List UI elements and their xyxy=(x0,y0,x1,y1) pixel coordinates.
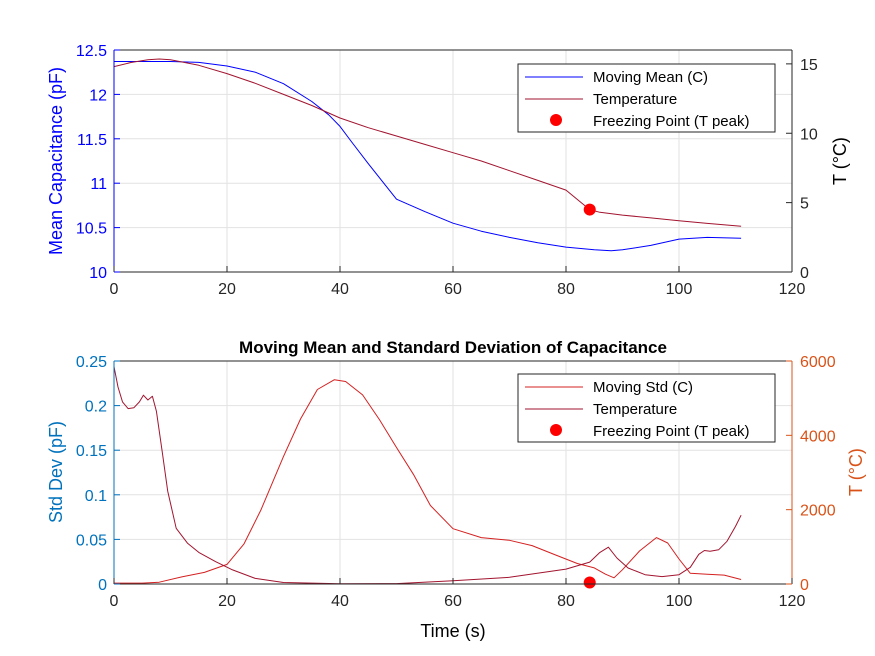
top-freezing-point-marker xyxy=(583,203,596,216)
bottom-left-tick-label: 0.2 xyxy=(85,399,107,416)
top-left-tick-label: 12 xyxy=(89,87,107,104)
top-legend-mean-label: Moving Mean (C) xyxy=(593,69,708,86)
top-right-tick-label: 10 xyxy=(800,126,818,143)
bottom-left-tick-label: 0.05 xyxy=(76,532,107,549)
top-right-axis-label: T (°C) xyxy=(830,137,850,185)
bottom-x-tick-label: 100 xyxy=(666,593,693,610)
top-legend-freezing-label: Freezing Point (T peak) xyxy=(593,113,749,130)
bottom-x-axis-label: Time (s) xyxy=(420,621,485,641)
top-right-tick-label: 15 xyxy=(800,57,818,74)
bottom-left-tick-label: 0.1 xyxy=(85,488,107,505)
top-x-tick-label: 100 xyxy=(666,281,693,298)
bottom-x-tick-label: 120 xyxy=(779,593,806,610)
top-moving-mean-c-line xyxy=(114,61,742,252)
top-series-layer xyxy=(113,58,742,252)
bottom-x-tick-label: 60 xyxy=(444,593,462,610)
bottom-left-axis-label: Std Dev (pF) xyxy=(46,421,66,523)
top-legend-freezing-marker xyxy=(550,114,562,126)
bottom-ticks: 0 20 40 60 80 100 12000.050.10.150.20.25020004… xyxy=(76,354,836,610)
top-x-tick-label: 80 xyxy=(557,281,575,298)
bottom-right-axis-label: T (°C) xyxy=(846,448,866,496)
bottom-legend-freezing-label: Freezing Point (T peak) xyxy=(593,423,749,440)
bottom-x-tick-label: 20 xyxy=(218,593,236,610)
top-left-axis-label: Mean Capacitance (pF) xyxy=(46,67,66,255)
bottom-chart-title: Moving Mean and Standard Deviation of Ca… xyxy=(239,338,667,357)
bottom-x-tick-label: 80 xyxy=(557,593,575,610)
top-x-tick-label: 0 xyxy=(110,281,119,298)
bottom-freezing-point-marker xyxy=(583,576,596,589)
bottom-x-tick-label: 40 xyxy=(331,593,349,610)
bottom-left-tick-label: 0.25 xyxy=(76,354,107,371)
bottom-right-tick-label: 6000 xyxy=(800,354,836,371)
bottom-left-tick-label: 0.15 xyxy=(76,443,107,460)
top-x-tick-label: 20 xyxy=(218,281,236,298)
bottom-legend-freezing-marker xyxy=(550,424,562,436)
top-left-tick-label: 11.5 xyxy=(77,132,107,149)
bottom-chart: Moving Mean and Standard Deviation of Ca… xyxy=(46,338,866,641)
bottom-moving-std-c-line xyxy=(114,379,742,584)
top-legend: Moving Mean (C) Temperature Freezing Poi… xyxy=(517,63,776,133)
bottom-right-tick-label: 4000 xyxy=(800,428,836,445)
bottom-legend: Moving Std (C) Temperature Freezing Poin… xyxy=(517,373,776,443)
top-right-tick-label: 0 xyxy=(800,265,809,282)
top-x-tick-label: 60 xyxy=(444,281,462,298)
top-ticks: 0 20 40 60 80 100 120 10 10.5 11 11.5 12 12.5 0 5 10 15 xyxy=(76,43,818,298)
bottom-x-tick-label: 0 xyxy=(110,593,119,610)
bottom-right-tick-label: 0 xyxy=(800,577,809,594)
top-legend-temperature-label: Temperature xyxy=(593,91,677,108)
top-left-tick-label: 10.5 xyxy=(76,221,107,238)
top-temperature-line xyxy=(113,58,742,227)
bottom-legend-std-label: Moving Std (C) xyxy=(593,379,693,396)
bottom-right-tick-label: 2000 xyxy=(800,503,836,520)
top-left-tick-label: 10 xyxy=(89,265,107,282)
top-left-tick-label: 11 xyxy=(90,176,107,193)
bottom-legend-temperature-label: Temperature xyxy=(593,401,677,418)
bottom-left-tick-label: 0 xyxy=(98,577,107,594)
top-chart: 0 20 40 60 80 100 1201010.51111.51212.5051015 … xyxy=(46,43,850,298)
top-x-tick-label: 40 xyxy=(331,281,349,298)
top-x-tick-label: 120 xyxy=(779,281,806,298)
top-left-tick-label: 12.5 xyxy=(76,43,107,60)
top-right-tick-label: 5 xyxy=(800,196,809,213)
